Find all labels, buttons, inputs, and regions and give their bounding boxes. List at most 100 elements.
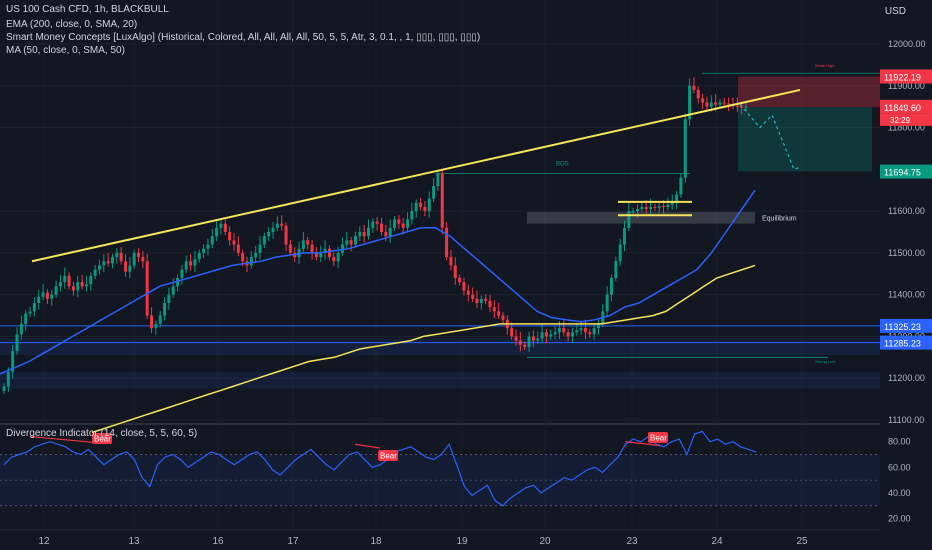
candle-body xyxy=(97,265,101,270)
rising-trendline xyxy=(31,88,801,263)
price-badge-label: 11922.19 xyxy=(884,73,921,83)
candle-body xyxy=(345,240,349,245)
time-tick-label: 24 xyxy=(711,536,723,547)
bear-badge xyxy=(92,433,112,444)
candle-body xyxy=(249,257,253,266)
candle-body xyxy=(453,265,457,278)
candle-body xyxy=(80,282,84,287)
candle-body xyxy=(692,85,696,90)
candle-body xyxy=(254,252,258,258)
price-tick-label: 11500.00 xyxy=(888,248,925,258)
candle-body xyxy=(115,252,119,258)
candle-body xyxy=(501,315,505,320)
candle-body xyxy=(518,340,522,345)
oscillator-title[interactable]: Divergence Indicator (14, close, 5, 5, 6… xyxy=(6,428,198,439)
bos-label: BOS xyxy=(556,161,569,167)
price-badge xyxy=(880,99,932,114)
candle-body xyxy=(701,98,705,103)
candle-body xyxy=(58,282,62,287)
candle-body xyxy=(102,261,106,266)
candle-body xyxy=(531,336,535,341)
price-badge-label: 11325.23 xyxy=(884,322,921,332)
time-axis[interactable]: 12 13 16 17 18 19 20 23 24 25 xyxy=(38,536,808,547)
oscillator-tick-label: 20.00 xyxy=(888,514,911,524)
price-badge-label: 11694.75 xyxy=(884,168,921,178)
candle-body xyxy=(63,275,67,283)
oscillator-pane: Bear Bear Bear xyxy=(0,430,880,507)
candle-body xyxy=(128,265,132,272)
price-tick-label: 11200.00 xyxy=(888,373,925,383)
candle-body xyxy=(419,202,423,207)
symbol-title[interactable]: US 100 Cash CFD, 1h, BLACKBULL xyxy=(6,4,169,15)
candle-body xyxy=(670,202,674,205)
price-badge-label: 11849.60 xyxy=(884,103,921,113)
candle-body xyxy=(644,206,648,210)
price-axis[interactable]: 12000.00 11900.00 11800.00 11600.00 11500.00… xyxy=(880,0,932,550)
price-tick-label: 11900.00 xyxy=(888,81,925,91)
candle-body xyxy=(358,232,362,237)
price-tick-label: 11800.00 xyxy=(888,123,925,133)
candle-body xyxy=(432,186,436,199)
candle-body xyxy=(683,119,687,178)
candle-body xyxy=(284,225,288,245)
support-zone xyxy=(0,338,880,356)
bear-divergence-line-3 xyxy=(624,441,661,447)
candle-body xyxy=(288,244,292,253)
candle-body xyxy=(297,248,301,258)
candle-body xyxy=(206,244,210,249)
candle-body xyxy=(37,296,41,304)
candle-body xyxy=(549,334,553,337)
candle-body xyxy=(596,323,600,329)
candle-body xyxy=(193,259,197,266)
demand-zone xyxy=(0,371,880,389)
candle-body xyxy=(375,221,379,224)
candle-body xyxy=(71,286,75,291)
indicator-ma-legend[interactable]: MA (50, close, 0, SMA, 50) xyxy=(6,45,125,56)
candle-body xyxy=(722,102,726,104)
candle-body xyxy=(50,294,54,299)
candle-body xyxy=(258,244,262,253)
candle-body xyxy=(184,261,188,270)
candle-body xyxy=(380,223,384,232)
equilibrium-label: Equilibrium xyxy=(762,215,797,222)
candle-body xyxy=(449,257,453,266)
indicator-smc-legend[interactable]: Smart Money Concepts [LuxAlgo] (Historic… xyxy=(6,32,481,43)
candle-body xyxy=(653,206,657,208)
time-tick-label: 25 xyxy=(796,536,808,547)
candle-body xyxy=(301,240,305,249)
bear-badge xyxy=(648,432,668,443)
candle-body xyxy=(406,219,410,228)
candle-body xyxy=(688,85,692,120)
candle-body xyxy=(544,332,548,337)
candle-body xyxy=(557,328,561,333)
candle-body xyxy=(579,328,583,331)
candle-body xyxy=(583,328,587,333)
candle-body xyxy=(197,252,201,260)
candle-body xyxy=(93,269,97,276)
candle-body xyxy=(362,232,366,237)
candle-body xyxy=(649,206,653,210)
indicator-ema-legend[interactable]: EMA (200, close, 0, SMA, 20) xyxy=(6,19,138,30)
ema200-line xyxy=(91,264,756,434)
candle-body xyxy=(636,209,640,212)
candle-body xyxy=(735,105,739,107)
candle-body xyxy=(28,311,32,314)
candle-body xyxy=(514,336,518,341)
time-tick-label: 20 xyxy=(539,536,551,547)
candle-body xyxy=(623,227,627,245)
time-tick-label: 17 xyxy=(287,536,299,547)
candle-body xyxy=(2,386,6,391)
candle-body xyxy=(275,223,279,228)
candle-body xyxy=(6,371,10,387)
candle-body xyxy=(479,298,483,304)
candle-body xyxy=(132,252,136,266)
candle-body xyxy=(228,232,232,241)
candle-body xyxy=(705,102,709,107)
candle-body xyxy=(45,292,49,299)
candle-body xyxy=(106,261,110,264)
oscillator-tick-label: 80.00 xyxy=(888,437,911,447)
candle-body xyxy=(141,257,145,262)
currency-label: USD xyxy=(884,6,906,17)
candle-body xyxy=(137,252,141,258)
